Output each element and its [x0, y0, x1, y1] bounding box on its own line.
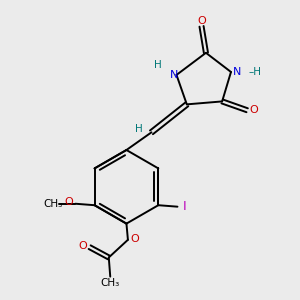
Text: O: O [64, 197, 73, 207]
Text: O: O [249, 105, 258, 115]
Text: CH₃: CH₃ [44, 199, 63, 209]
Text: N: N [233, 67, 242, 77]
Text: CH₃: CH₃ [100, 278, 120, 288]
Text: N: N [170, 70, 178, 80]
Text: I: I [182, 200, 186, 213]
Text: O: O [130, 234, 139, 244]
Text: H: H [154, 60, 162, 70]
Text: H: H [135, 124, 143, 134]
Text: –H: –H [248, 67, 261, 77]
Text: O: O [197, 16, 206, 26]
Text: O: O [79, 241, 88, 251]
